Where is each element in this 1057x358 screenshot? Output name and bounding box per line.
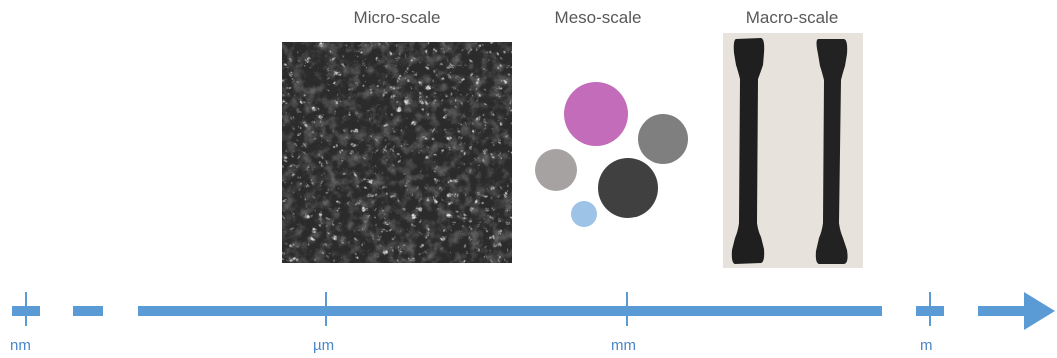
- axis-label-m: m: [920, 337, 933, 354]
- sem-micrograph-image: [282, 42, 512, 263]
- axis-segment-gap: [73, 306, 103, 316]
- length-scale-axis: [12, 292, 1055, 330]
- tensile-specimen-right: [815, 39, 848, 264]
- gray-particle: [638, 114, 688, 164]
- meso-particles-diagram: [535, 82, 688, 227]
- dark-particle: [598, 158, 658, 218]
- light-gray-particle: [535, 149, 577, 191]
- axis-label-mm: mm: [611, 337, 636, 354]
- axis-label-um: µm: [313, 337, 335, 354]
- tensile-specimens-photo: [723, 33, 863, 268]
- axis-main-bar: [138, 306, 882, 316]
- tensile-specimen-left: [731, 38, 765, 264]
- macro-scale-title: Macro-scale: [745, 8, 839, 27]
- micro-scale-title: Micro-scale: [353, 8, 441, 27]
- axis-arrow-shaft: [978, 306, 1030, 316]
- axis-label-nm: nm: [10, 337, 31, 354]
- meso-scale-title: Meso-scale: [554, 8, 642, 27]
- magenta-particle: [564, 82, 628, 146]
- light-blue-particle: [571, 201, 597, 227]
- axis-arrow-head: [1024, 292, 1055, 330]
